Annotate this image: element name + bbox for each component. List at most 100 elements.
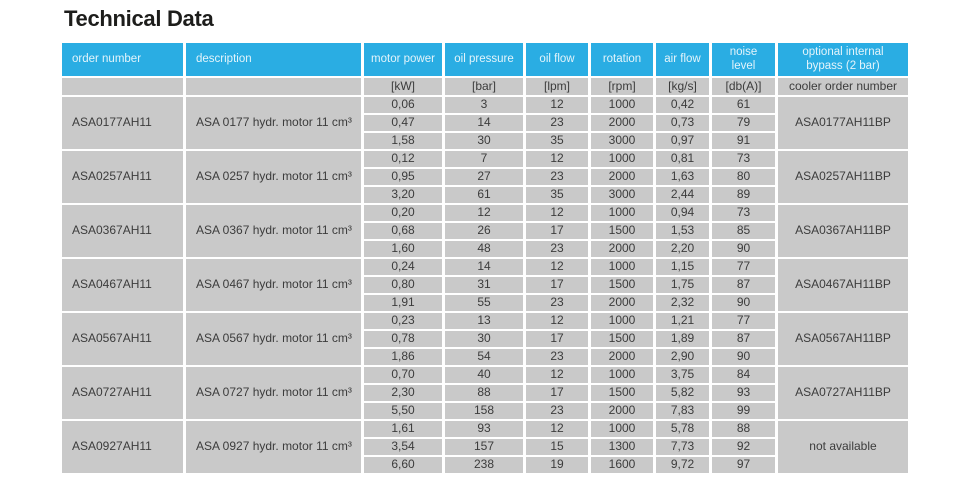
motor-power-cell: 0,80 <box>364 276 442 293</box>
table-row: 1,86 54 23 2000 2,90 90 <box>62 348 908 365</box>
oil-pressure-cell: 158 <box>445 402 523 419</box>
rotation-cell: 1500 <box>591 384 653 401</box>
oil-pressure-cell: 14 <box>445 258 523 275</box>
oil-flow-cell: 35 <box>526 186 588 203</box>
motor-power-cell: 3,54 <box>364 438 442 455</box>
motor-power-cell: 1,91 <box>364 294 442 311</box>
noise-level-cell: 87 <box>712 330 775 347</box>
order-number-cell: ASA0257AH11 <box>62 150 183 203</box>
air-flow-cell: 2,32 <box>656 294 709 311</box>
technical-data-table: order number description motor power oil pr… <box>59 41 911 475</box>
header-row: order number description motor power oil pr… <box>62 43 908 76</box>
table-row: 1,60 48 23 2000 2,20 90 <box>62 240 908 257</box>
unit-cell-noise-level: [db(A)] <box>712 77 775 95</box>
oil-flow-cell: 19 <box>526 456 588 473</box>
description-cell: ASA 0467 hydr. motor 11 cm³ <box>186 258 361 311</box>
oil-pressure-cell: 238 <box>445 456 523 473</box>
order-number-cell: ASA0927AH11 <box>62 420 183 473</box>
rotation-cell: 1000 <box>591 258 653 275</box>
oil-pressure-cell: 61 <box>445 186 523 203</box>
oil-flow-cell: 12 <box>526 204 588 221</box>
description-cell: ASA 0177 hydr. motor 11 cm³ <box>186 96 361 149</box>
oil-pressure-cell: 55 <box>445 294 523 311</box>
rotation-cell: 1500 <box>591 222 653 239</box>
noise-level-cell: 61 <box>712 96 775 113</box>
oil-flow-cell: 12 <box>526 366 588 383</box>
motor-power-cell: 1,60 <box>364 240 442 257</box>
bypass-order-number-cell: ASA0467AH11BP <box>778 258 908 311</box>
column-header-oil-flow: oil flow <box>526 43 588 76</box>
rotation-cell: 1300 <box>591 438 653 455</box>
unit-cell-motor-power: [kW] <box>364 77 442 95</box>
noise-level-cell: 91 <box>712 132 775 149</box>
order-number-cell: ASA0367AH11 <box>62 204 183 257</box>
table-row: ASA0727AH11 ASA 0727 hydr. motor 11 cm³ 0,… <box>62 366 908 419</box>
table-body: [kW] [bar] [lpm] [rpm] [kg/s] [db(A)] cooler o… <box>62 77 908 473</box>
noise-level-cell: 77 <box>712 312 775 329</box>
oil-pressure-cell: 88 <box>445 384 523 401</box>
air-flow-cell: 5,78 <box>656 420 709 437</box>
oil-pressure-cell: 157 <box>445 438 523 455</box>
air-flow-cell: 2,90 <box>656 348 709 365</box>
noise-level-cell: 89 <box>712 186 775 203</box>
rotation-cell: 1000 <box>591 366 653 383</box>
bypass-order-number-cell: ASA0727AH11BP <box>778 366 908 419</box>
air-flow-cell: 0,42 <box>656 96 709 113</box>
bypass-order-number-cell: ASA0567AH11BP <box>778 312 908 365</box>
oil-flow-cell: 35 <box>526 132 588 149</box>
noise-level-cell: 87 <box>712 276 775 293</box>
noise-level-cell: 77 <box>712 258 775 275</box>
order-number-cell: ASA0567AH11 <box>62 312 183 365</box>
motor-power-cell: 0,06 <box>364 96 442 113</box>
table-row: 0,47 14 23 2000 0,73 79 <box>62 114 908 131</box>
table-row: 5,50 158 23 2000 7,83 99 <box>62 402 908 419</box>
rotation-cell: 3000 <box>591 186 653 203</box>
description-cell: ASA 0367 hydr. motor 11 cm³ <box>186 204 361 257</box>
rotation-cell: 1500 <box>591 276 653 293</box>
table-row: ASA0177AH11 ASA 0177 hydr. motor 11 cm³ 0,… <box>62 96 908 149</box>
column-header-motor-power: motor power <box>364 43 442 76</box>
oil-flow-cell: 23 <box>526 114 588 131</box>
oil-pressure-cell: 30 <box>445 330 523 347</box>
oil-flow-cell: 23 <box>526 348 588 365</box>
table-row: 0,78 30 17 1500 1,89 87 <box>62 330 908 347</box>
units-row: [kW] [bar] [lpm] [rpm] [kg/s] [db(A)] cooler o… <box>62 77 908 95</box>
order-number-cell: ASA0467AH11 <box>62 258 183 311</box>
rotation-cell: 1000 <box>591 96 653 113</box>
air-flow-cell: 1,63 <box>656 168 709 185</box>
oil-pressure-cell: 26 <box>445 222 523 239</box>
oil-flow-cell: 12 <box>526 258 588 275</box>
motor-power-cell: 6,60 <box>364 456 442 473</box>
motor-power-cell: 0,70 <box>364 366 442 383</box>
air-flow-cell: 7,73 <box>656 438 709 455</box>
oil-pressure-cell: 7 <box>445 150 523 167</box>
noise-level-cell: 73 <box>712 204 775 221</box>
oil-pressure-cell: 93 <box>445 420 523 437</box>
table-row: ASA0367AH11 ASA 0367 hydr. motor 11 cm³ 0,… <box>62 204 908 257</box>
noise-level-cell: 90 <box>712 348 775 365</box>
noise-level-cell: 88 <box>712 420 775 437</box>
rotation-cell: 1000 <box>591 312 653 329</box>
column-header-air-flow: air flow <box>656 43 709 76</box>
motor-power-cell: 1,61 <box>364 420 442 437</box>
rotation-cell: 1000 <box>591 420 653 437</box>
oil-flow-cell: 12 <box>526 312 588 329</box>
motor-power-cell: 0,24 <box>364 258 442 275</box>
unit-cell-oil-flow: [lpm] <box>526 77 588 95</box>
air-flow-cell: 9,72 <box>656 456 709 473</box>
table-row: 3,20 61 35 3000 2,44 89 <box>62 186 908 203</box>
column-header-optional-internal-bypass: optional internal bypass (2 bar) <box>778 43 908 76</box>
motor-power-cell: 5,50 <box>364 402 442 419</box>
oil-flow-cell: 23 <box>526 294 588 311</box>
table-row: ASA0927AH11 ASA 0927 hydr. motor 11 cm³ 1,… <box>62 420 908 473</box>
noise-level-cell: 97 <box>712 456 775 473</box>
air-flow-cell: 0,73 <box>656 114 709 131</box>
air-flow-cell: 3,75 <box>656 366 709 383</box>
unit-cell-order-number <box>62 77 183 95</box>
oil-flow-cell: 17 <box>526 384 588 401</box>
column-header-order-number: order number <box>62 43 183 76</box>
description-cell: ASA 0927 hydr. motor 11 cm³ <box>186 420 361 473</box>
order-number-cell: ASA0727AH11 <box>62 366 183 419</box>
bypass-order-number-cell: ASA0257AH11BP <box>778 150 908 203</box>
noise-level-cell: 73 <box>712 150 775 167</box>
